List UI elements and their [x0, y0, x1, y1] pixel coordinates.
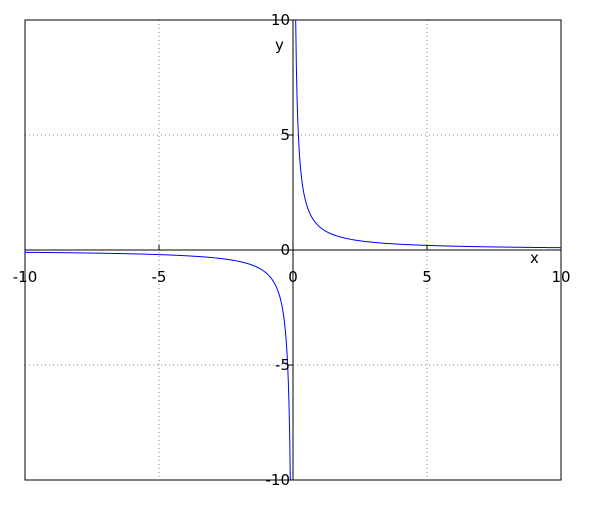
y-tick-label: 0 — [280, 241, 290, 259]
x-axis-label: x — [530, 249, 539, 267]
x-tick-label: 0 — [288, 268, 298, 286]
x-tick-label: -5 — [152, 268, 167, 286]
y-tick-label: -10 — [266, 471, 291, 489]
y-tick-label: 10 — [271, 11, 290, 29]
y-axis-label: y — [275, 36, 284, 54]
y-tick-label: 5 — [280, 126, 290, 144]
series-line-negative-branch — [24, 251, 291, 481]
x-tick-label: 5 — [422, 268, 432, 286]
series-line-positive-branch — [295, 19, 562, 249]
x-tick-label: -10 — [13, 268, 38, 286]
y-tick-label: -5 — [275, 356, 290, 374]
x-tick-label: 10 — [551, 268, 570, 286]
